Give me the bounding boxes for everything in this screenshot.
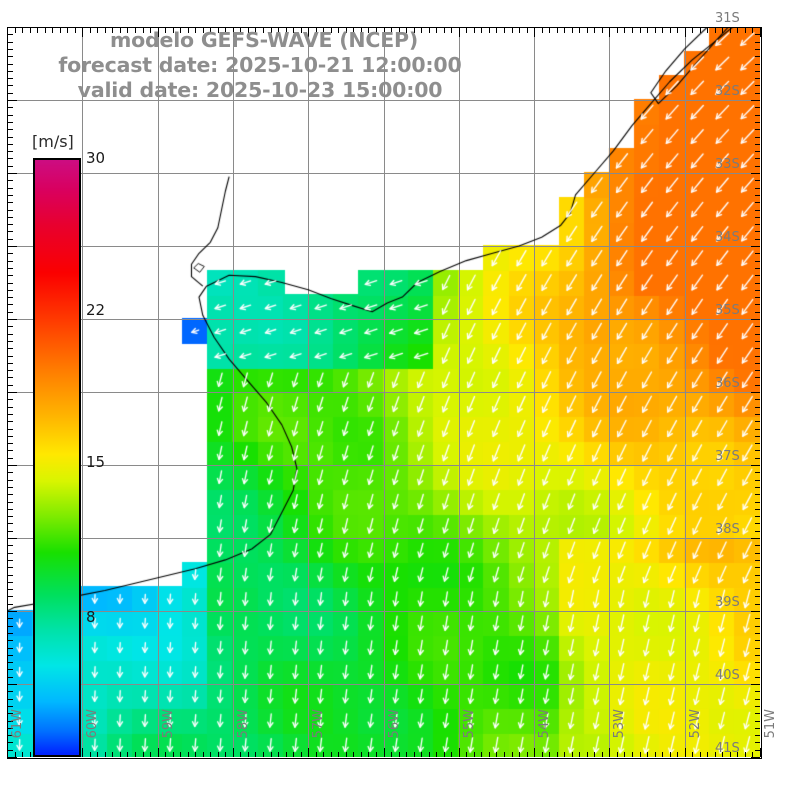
latitude-label: 38S — [715, 522, 740, 537]
longitude-label: 54W — [537, 709, 553, 739]
colorbar-tick-label: 15 — [86, 453, 106, 471]
longitude-label: 53W — [612, 709, 628, 739]
colorbar-tick-label: 22 — [86, 301, 106, 319]
axis-tick — [760, 748, 761, 757]
latitude-label: 40S — [715, 668, 740, 683]
longitude-label: 58W — [235, 709, 251, 739]
latitude-label: 35S — [715, 303, 740, 318]
colorbar-units-label: [m/s] — [32, 132, 74, 151]
colorbar-tick-label: 8 — [86, 608, 96, 626]
longitude-label: 57W — [311, 709, 327, 739]
latitude-label: 34S — [715, 230, 740, 245]
longitude-label: 55W — [461, 709, 477, 739]
longitude-label: 56W — [386, 709, 402, 739]
axis-tick — [751, 757, 760, 758]
longitude-label: 60W — [85, 709, 101, 739]
latitude-label: 36S — [715, 376, 740, 391]
axis-tick — [8, 757, 17, 758]
longitude-label: 51W — [763, 709, 778, 739]
wind-direction-arrows-layer — [7, 27, 760, 757]
latitude-label: 39S — [715, 595, 740, 610]
latitude-label: 41S — [715, 741, 740, 756]
latitude-label: 32S — [715, 84, 740, 99]
longitude-label: 59W — [160, 709, 176, 739]
map-plot-area — [7, 27, 760, 757]
axis-tick — [760, 28, 761, 37]
latitude-label: 37S — [715, 449, 740, 464]
colorbar-tick-label: 30 — [86, 149, 106, 167]
longitude-label: 61W — [10, 709, 25, 739]
latitude-label: 33S — [715, 157, 740, 172]
latitude-label: 31S — [715, 11, 740, 26]
longitude-label: 52W — [687, 709, 703, 739]
colorbar — [33, 158, 81, 757]
